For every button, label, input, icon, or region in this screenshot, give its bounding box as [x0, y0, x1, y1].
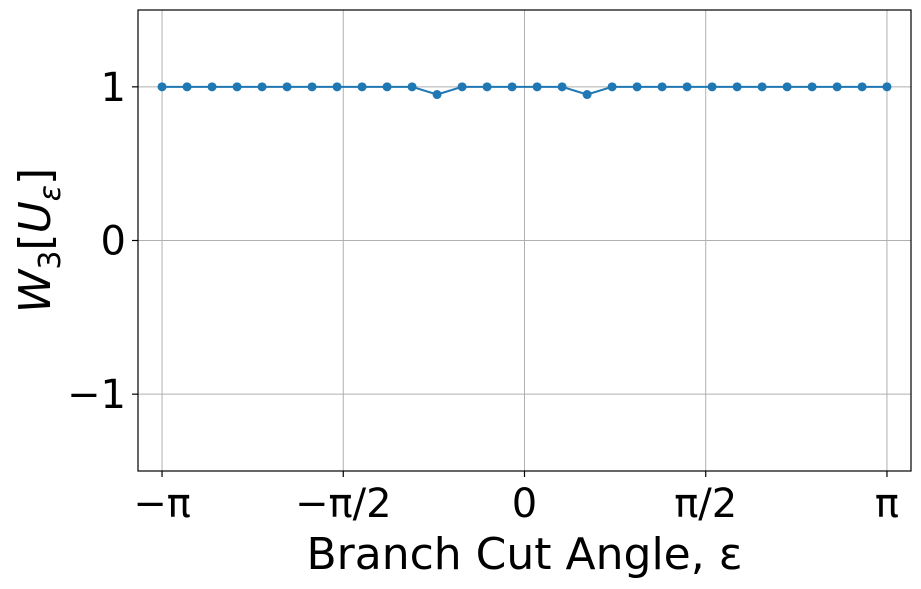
data-point: [857, 82, 867, 92]
data-point: [582, 90, 592, 100]
data-point: [432, 90, 442, 100]
data-point: [457, 82, 467, 92]
data-point: [757, 82, 767, 92]
series-layer: [157, 82, 892, 100]
data-point: [682, 82, 692, 92]
data-point: [282, 82, 292, 92]
grid: [138, 10, 911, 471]
data-point: [882, 82, 892, 92]
data-point: [382, 82, 392, 92]
data-point: [182, 82, 192, 92]
data-point: [707, 82, 717, 92]
y-axis-label: W3[Uε]: [10, 168, 68, 313]
data-point: [607, 82, 617, 92]
x-tick-label: −π: [133, 481, 191, 527]
data-point: [332, 82, 342, 92]
y-tick-label: −1: [67, 372, 126, 418]
data-point: [532, 82, 542, 92]
x-tick-label: −π/2: [295, 481, 392, 527]
data-point: [207, 82, 217, 92]
data-point: [632, 82, 642, 92]
data-point: [832, 82, 842, 92]
x-axis-ticks: −π −π/2 0 π/2 π: [133, 471, 899, 527]
y-tick-label: 0: [101, 219, 126, 265]
data-point: [257, 82, 267, 92]
data-point: [232, 82, 242, 92]
data-point: [732, 82, 742, 92]
data-point: [157, 82, 167, 92]
x-axis-label: Branch Cut Angle, ε: [306, 529, 742, 580]
y-axis-ticks: −1 0 1: [67, 65, 138, 418]
data-point: [482, 82, 492, 92]
data-point: [807, 82, 817, 92]
data-point: [407, 82, 417, 92]
data-point: [307, 82, 317, 92]
y-tick-label: 1: [101, 65, 126, 111]
x-tick-label: π/2: [674, 481, 737, 527]
data-point: [507, 82, 517, 92]
data-point: [357, 82, 367, 92]
data-point: [657, 82, 667, 92]
x-tick-label: 0: [512, 481, 537, 527]
data-point: [557, 82, 567, 92]
x-tick-label: π: [875, 481, 899, 527]
data-point: [782, 82, 792, 92]
